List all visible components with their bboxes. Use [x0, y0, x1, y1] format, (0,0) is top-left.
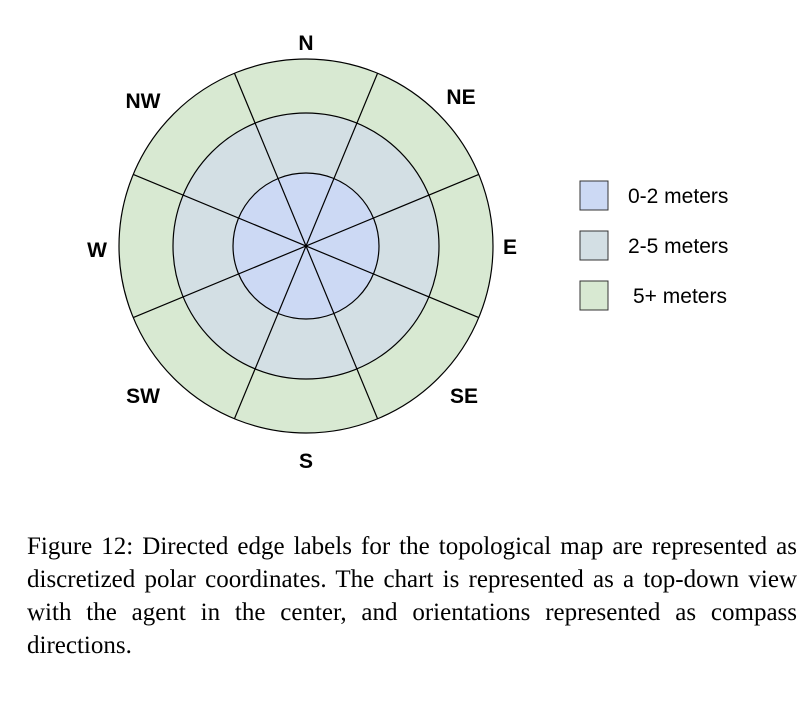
- sector-divider-line: [233, 73, 379, 419]
- direction-label-w: W: [87, 239, 107, 262]
- direction-label-nw: NW: [126, 90, 161, 113]
- legend-swatch-5plus-meters: [579, 280, 609, 311]
- direction-label-sw: SW: [126, 385, 160, 408]
- direction-label-ne: NE: [446, 86, 475, 109]
- legend-swatch-0-2-meters: [579, 180, 609, 211]
- legend-label-0-2-meters: 0-2 meters: [628, 185, 728, 208]
- direction-label-s: S: [299, 450, 313, 473]
- legend-swatch-2-5-meters: [579, 230, 609, 261]
- sector-divider-lines: [133, 73, 479, 419]
- legend-label-2-5-meters: 2-5 meters: [628, 235, 728, 258]
- direction-label-se: SE: [450, 385, 478, 408]
- polar-coordinate-diagram: N NE E SE S SW W NW 0-2 meters 2-5 meter…: [87, 32, 728, 473]
- direction-label-e: E: [503, 236, 517, 259]
- legend-label-5plus-meters: 5+ meters: [633, 285, 727, 308]
- figure-caption: Figure 12: Directed edge labels for the …: [27, 533, 797, 659]
- legend: 0-2 meters 2-5 meters 5+ meters: [579, 180, 728, 311]
- direction-label-n: N: [298, 32, 313, 55]
